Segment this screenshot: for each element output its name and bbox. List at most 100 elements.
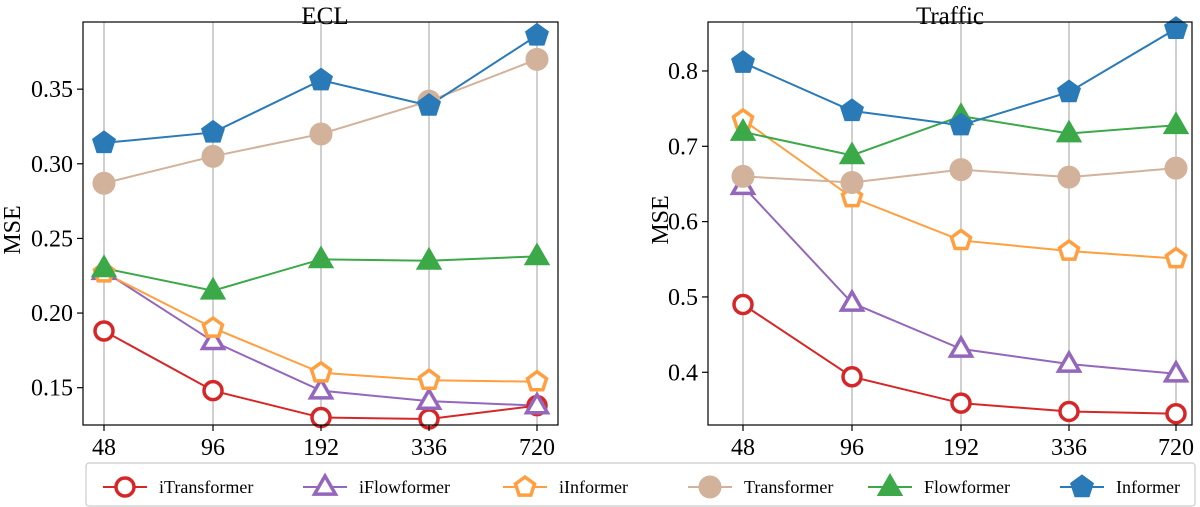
data-point-transformer [731, 164, 755, 188]
data-point-transformer [1057, 165, 1081, 189]
legend-item-informer: Informer [1060, 474, 1180, 498]
data-point-transformer [525, 47, 549, 71]
x-tick-label: 720 [519, 435, 555, 461]
legend-marker-triangle-icon [311, 472, 339, 496]
data-point-itransformer [1058, 400, 1080, 423]
y-tick-label: 0.20 [31, 301, 73, 327]
data-point-transformer [949, 158, 973, 182]
data-point-iinformer [309, 360, 333, 383]
data-point-informer [1164, 16, 1188, 39]
data-point-iinformer [525, 369, 549, 392]
y-tick-label: 0.25 [31, 226, 73, 252]
legend-label: Transformer [744, 477, 833, 497]
data-point-itransformer [732, 293, 754, 316]
data-point-itransformer [310, 406, 332, 429]
legend-label: Flowformer [924, 477, 1010, 497]
y-tick-label: 0.7 [668, 134, 698, 160]
data-point-itransformer [202, 379, 224, 402]
data-point-itransformer [841, 366, 863, 388]
data-point-informer [1057, 79, 1081, 103]
legend-item-iflowformer: iFlowformer [303, 472, 450, 497]
data-point-informer [92, 130, 116, 154]
data-point-iflowformer [415, 386, 443, 411]
x-tick-label: 336 [411, 435, 447, 461]
data-point-iflowformer [199, 326, 227, 351]
y-tick-label: 0.8 [668, 59, 698, 85]
data-point-flowformer [415, 246, 443, 270]
data-point-iinformer [1164, 246, 1188, 269]
data-point-flowformer [523, 242, 551, 266]
legend-item-itransformer: iTransformer [103, 476, 253, 498]
data-point-flowformer [307, 245, 335, 269]
data-point-iflowformer [1162, 359, 1190, 383]
data-point-transformer [840, 170, 864, 194]
data-point-informer [201, 119, 225, 143]
legend-marker-triangle-icon [876, 472, 904, 496]
y-tick-label: 0.6 [668, 210, 698, 236]
y-axis-label-traffic: MSE [648, 195, 674, 244]
data-point-flowformer [729, 117, 757, 141]
x-tick-label: 96 [840, 435, 864, 461]
legend-label: iInformer [559, 477, 628, 497]
legend-box [85, 462, 1196, 507]
data-point-transformer [92, 171, 116, 195]
y-tick-label: 0.35 [31, 77, 73, 103]
data-point-iinformer [201, 315, 225, 338]
data-point-iflowformer [523, 391, 551, 415]
data-point-informer [309, 67, 333, 91]
x-tick-label: 48 [92, 435, 116, 461]
x-tick-label: 336 [1051, 435, 1087, 461]
x-tick-label: 48 [731, 435, 755, 461]
legend-item-flowformer: Flowformer [868, 472, 1010, 497]
data-point-iinformer [949, 228, 973, 251]
data-point-iflowformer [947, 334, 975, 358]
data-point-transformer [1164, 156, 1188, 180]
plot-frame-ecl [82, 21, 559, 426]
data-point-iinformer [417, 368, 441, 391]
data-point-flowformer [1162, 111, 1190, 135]
data-point-informer [840, 98, 864, 122]
data-point-informer [525, 22, 549, 46]
data-point-itransformer [950, 392, 972, 414]
data-point-itransformer [1165, 402, 1187, 425]
data-point-informer [949, 112, 973, 136]
data-point-informer [731, 50, 755, 73]
x-tick-label: 192 [943, 435, 979, 461]
legend: iTransformer iFlowformer iInformer Transfor… [85, 462, 1196, 507]
legend-marker-circle-icon [114, 476, 136, 498]
data-point-iflowformer [307, 376, 335, 400]
legend-marker-pentagon-icon [513, 474, 537, 497]
legend-marker-circle-icon [698, 475, 722, 499]
y-axis-label-ecl: MSE [0, 205, 26, 254]
y-tick-label: 0.30 [31, 152, 73, 178]
x-tick-label: 720 [1158, 435, 1194, 461]
chart-panel-ecl: ECL MSE 48 96 192 336 720 0.15 0.20 0.25 0.30 0.3… [0, 3, 559, 461]
legend-marker-pentagon-icon [1070, 474, 1094, 498]
data-point-flowformer [838, 141, 866, 165]
chart-title-traffic: Traffic [916, 3, 984, 30]
data-point-flowformer [90, 254, 118, 278]
data-point-transformer [201, 144, 225, 168]
data-point-flowformer [199, 276, 227, 300]
plot-frame-traffic [707, 21, 1193, 426]
data-point-flowformer [1055, 119, 1083, 143]
data-point-iflowformer [838, 288, 866, 312]
legend-label: Informer [1116, 477, 1180, 497]
data-point-informer [417, 92, 441, 116]
y-tick-label: 0.4 [668, 360, 698, 386]
legend-label: iFlowformer [359, 477, 450, 497]
y-tick-label: 0.5 [668, 285, 698, 311]
data-point-transformer [309, 122, 333, 146]
data-point-itransformer [93, 320, 115, 342]
x-tick-label: 192 [303, 435, 339, 461]
legend-item-transformer: Transformer [688, 475, 833, 499]
legend-item-iinformer: iInformer [503, 474, 628, 497]
data-point-iinformer [1057, 238, 1081, 261]
y-tick-label: 0.15 [31, 376, 73, 402]
data-point-iflowformer [1055, 349, 1083, 373]
x-tick-label: 96 [201, 435, 225, 461]
chart-panel-traffic: Traffic MSE 48 96 192 336 720 0.4 0.5 0.6 0.7 0.8 [648, 3, 1194, 461]
legend-label: iTransformer [159, 477, 253, 497]
chart-title-ecl: ECL [301, 3, 348, 30]
